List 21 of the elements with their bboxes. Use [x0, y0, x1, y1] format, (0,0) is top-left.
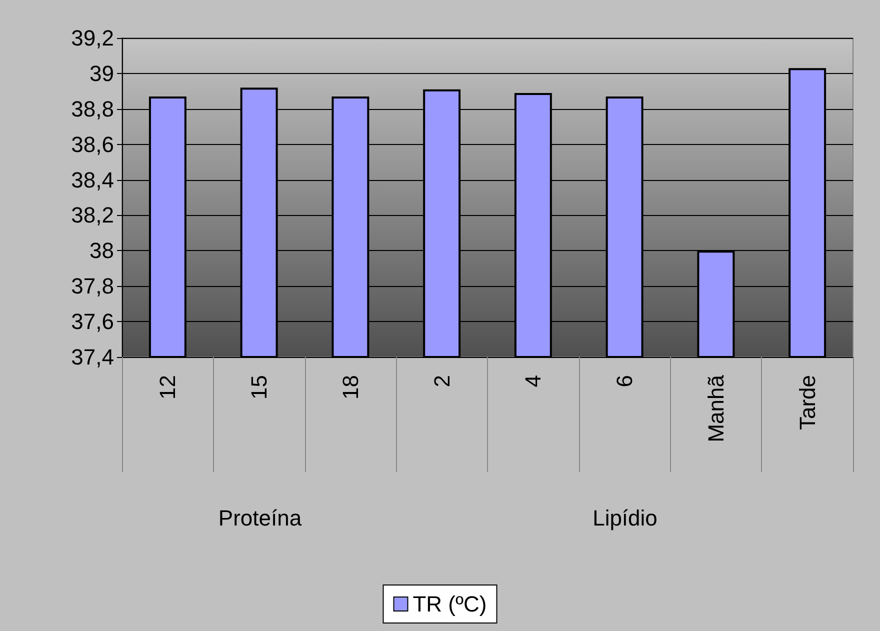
- y-tick-label: 38,2: [71, 202, 114, 228]
- x-tick-label: 4: [520, 375, 546, 388]
- y-tick-label: 38,8: [71, 96, 114, 122]
- y-tick-label: 38: [90, 238, 114, 264]
- y-tick-label: 39: [90, 60, 114, 86]
- y-tick-label: 39,2: [71, 26, 114, 50]
- y-tick-label: 38,6: [71, 132, 114, 157]
- x-tick-label: 18: [338, 375, 363, 400]
- y-tick-label: 37,8: [71, 274, 114, 299]
- x-tick-label: 15: [246, 375, 272, 400]
- legend-label: TR (ºC): [412, 592, 487, 616]
- y-tick-label: 37,4: [71, 344, 114, 370]
- y-tick-label: 37,6: [71, 309, 114, 334]
- x-tick-label: 2: [429, 375, 454, 388]
- x-tick-label: 12: [155, 375, 180, 400]
- y-tick-label: 38,4: [71, 167, 114, 192]
- x-tick-label: Manhã: [703, 374, 728, 442]
- text: Lipídio: [592, 506, 658, 530]
- text: Proteína: [218, 506, 302, 530]
- x-tick-label: Tarde: [794, 375, 820, 430]
- x-tick-label: 6: [612, 375, 638, 388]
